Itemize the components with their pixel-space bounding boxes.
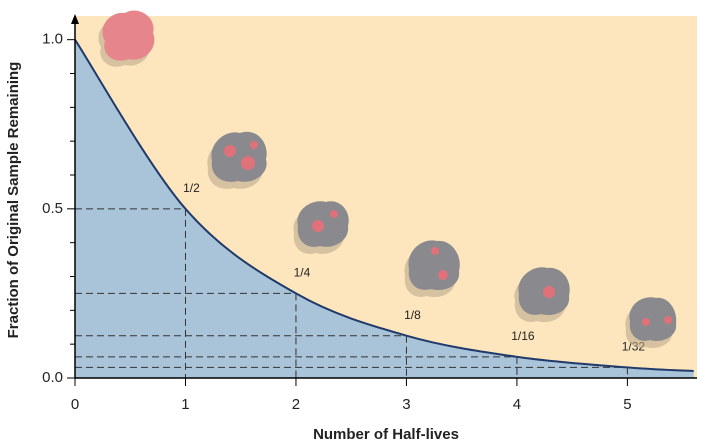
y-axis-title: Fraction of Original Sample Remaining [5, 62, 22, 339]
y-tick-label: 1.0 [42, 31, 63, 48]
axes: 0.0 0.5 1.0 0 1 2 3 4 5 [42, 14, 697, 413]
x-tick-label: 0 [71, 396, 79, 413]
sample-rock [293, 201, 349, 254]
data-label: 1/16 [511, 329, 535, 343]
line [74, 39, 694, 373]
y-tick-label: 0.5 [42, 200, 63, 217]
sample-rock [98, 10, 155, 67]
plot-area: 1/21/41/81/161/32 [74, 16, 697, 378]
sample-rock [404, 240, 460, 298]
x-tick-label: 4 [513, 396, 521, 413]
x-tick-label: 5 [623, 396, 631, 413]
sample-rock [514, 267, 570, 323]
sample-rock [207, 131, 267, 189]
decorations [98, 10, 677, 349]
x-tick-label: 2 [292, 396, 300, 413]
sample-rock [625, 297, 677, 349]
y-tick-label: 0.0 [42, 369, 63, 386]
x-axis-title: Number of Half-lives [313, 426, 459, 443]
y-axis-arrow [71, 14, 79, 24]
data-label: 1/8 [404, 308, 421, 322]
data-label: 1/2 [183, 181, 200, 195]
x-tick-label: 1 [181, 396, 189, 413]
data-label: 1/4 [294, 266, 311, 280]
x-tick-label: 3 [402, 396, 410, 413]
